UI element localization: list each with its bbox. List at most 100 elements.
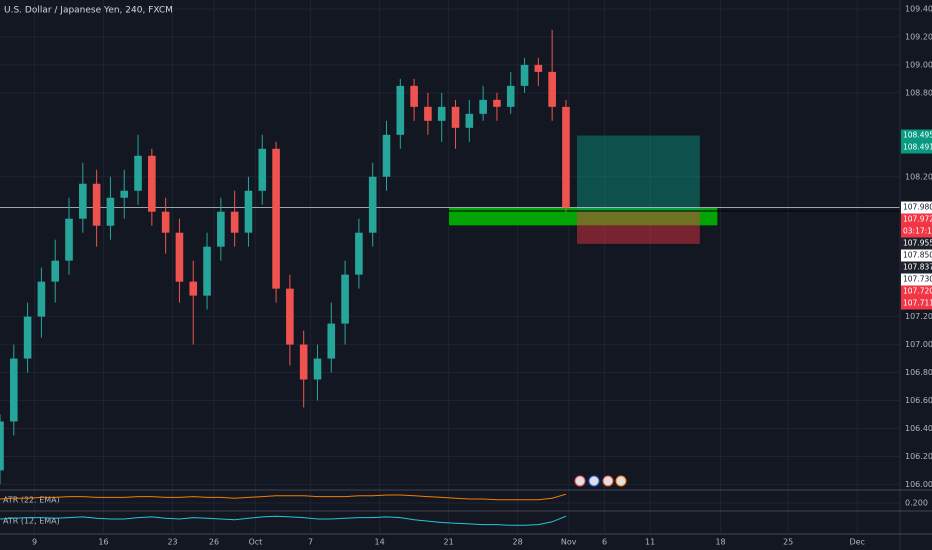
y-tick-label: 109.000: [905, 60, 932, 69]
candle-body: [10, 358, 18, 422]
price-label: 107.850: [903, 251, 932, 260]
candle-body: [120, 190, 129, 198]
x-tick-label: 16: [98, 538, 108, 547]
x-tick-label: 11: [645, 538, 655, 547]
y-tick-label: 106.800: [905, 368, 932, 377]
x-tick-label: 26: [209, 538, 219, 547]
indicators: ATR (22, EMA) 0.200 ATR (12, EMA): [0, 493, 928, 526]
x-tick-label: 25: [783, 538, 793, 547]
x-tick-label: Dec: [849, 538, 864, 547]
x-tick-label: 7: [308, 538, 313, 547]
candle-body: [106, 197, 115, 226]
candle-body: [437, 106, 446, 121]
y-tick-label: 109.400: [905, 4, 932, 13]
candle-body: [23, 316, 32, 359]
candle-body: [258, 148, 267, 191]
x-tick-label: 6: [602, 538, 607, 547]
price-label: 107.711: [903, 299, 932, 308]
candle-body: [396, 85, 405, 135]
price-label: 107.972: [903, 215, 932, 224]
candle-body: [189, 281, 198, 296]
price-label: 107.980: [903, 203, 932, 212]
candle-body: [65, 218, 73, 261]
candle-body: [272, 148, 280, 289]
candle-body: [313, 358, 322, 380]
candle-body: [244, 190, 253, 233]
candle-body: [161, 211, 170, 233]
chart-title: U.S. Dollar / Japanese Yen, 240, FXCM: [4, 6, 173, 16]
grid: [0, 0, 900, 534]
y-tick-label: 108.200: [905, 172, 932, 181]
indicator-label: ATR (22, EMA): [3, 496, 60, 505]
candle-body: [355, 232, 363, 275]
x-tick-label: 23: [167, 538, 177, 547]
candle-body: [327, 323, 336, 359]
plot: [0, 29, 570, 485]
y-tick-label: 0.200: [905, 499, 928, 508]
candle-body: [51, 260, 60, 282]
indicator-label: ATR (12, EMA): [3, 517, 60, 526]
x-tick-label: 28: [513, 538, 523, 547]
x-tick-label: Oct: [248, 538, 262, 547]
price-label-box: [901, 249, 932, 262]
candle-body: [465, 113, 474, 128]
event-icons: [574, 475, 627, 487]
candle-body: [548, 71, 556, 107]
candle-body: [217, 211, 225, 247]
candle-body: [37, 281, 46, 317]
loss-area: [576, 211, 700, 244]
price-label: 107.730: [903, 275, 932, 284]
candle-body: [341, 274, 349, 324]
candle-body: [382, 134, 391, 177]
price-label-box: [901, 285, 932, 298]
price-label: 107.837: [903, 263, 932, 272]
candle-body: [79, 183, 87, 219]
candle-body: [534, 64, 543, 72]
y-tick-label: 109.200: [905, 32, 932, 41]
x-tick-label: 14: [375, 538, 385, 547]
x-tick-label: 9: [32, 538, 37, 547]
candle-body: [520, 64, 529, 86]
candle-body: [175, 232, 184, 282]
price-label: 108.491: [903, 143, 932, 152]
candle-body: [0, 421, 4, 471]
indicator-line: [0, 515, 567, 526]
countdown: 03:17:12: [903, 227, 932, 236]
candle-body: [203, 246, 211, 296]
price-label-box: [901, 129, 932, 142]
candle-body: [134, 155, 142, 191]
indicator-line: [0, 493, 567, 501]
price-label-box: [901, 273, 932, 286]
candle-body: [479, 99, 487, 114]
price-label: 108.495: [903, 131, 932, 140]
candle-body: [451, 106, 460, 128]
countdown-box: [901, 225, 932, 238]
candle-body: [286, 288, 294, 345]
x-tick-label: 21: [444, 538, 454, 547]
y-tick-label: 108.800: [905, 88, 932, 97]
price-label-box: [901, 201, 932, 214]
y-tick-label: 107.200: [905, 312, 932, 321]
price-label-box: [901, 213, 932, 226]
y-tick-label: 106.000: [905, 480, 932, 489]
drawings: [0, 135, 900, 244]
y-tick-label: 106.200: [905, 452, 932, 461]
price-label-box: [901, 261, 932, 274]
price-label-box: [901, 237, 932, 250]
candle-body: [230, 211, 239, 233]
price-label-box: [901, 297, 932, 310]
candle-body: [92, 183, 101, 226]
profit-area: [576, 135, 700, 212]
candle-body: [410, 85, 418, 107]
candle-body: [368, 176, 377, 233]
candle-body: [299, 344, 308, 380]
candle-body: [493, 99, 501, 107]
candle-body: [424, 106, 432, 121]
y-tick-label: 106.600: [905, 396, 932, 405]
price-label: 107.720: [903, 287, 932, 296]
candle-body: [562, 106, 570, 208]
y-tick-label: 106.400: [905, 424, 932, 433]
